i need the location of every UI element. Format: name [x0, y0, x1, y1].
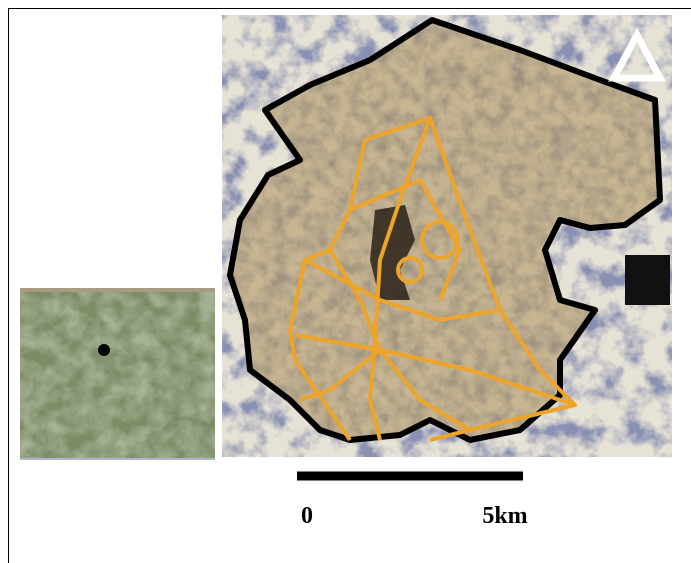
inset-map — [20, 288, 215, 460]
location-dot — [98, 344, 110, 356]
scale-end-label: 5km — [482, 503, 527, 529]
map-figure: 0 5km — [0, 0, 691, 563]
satellite-image — [222, 15, 672, 457]
figure: 0 5km — [0, 0, 691, 563]
dark-patch — [625, 255, 670, 305]
scale-start-label: 0 — [301, 503, 313, 529]
